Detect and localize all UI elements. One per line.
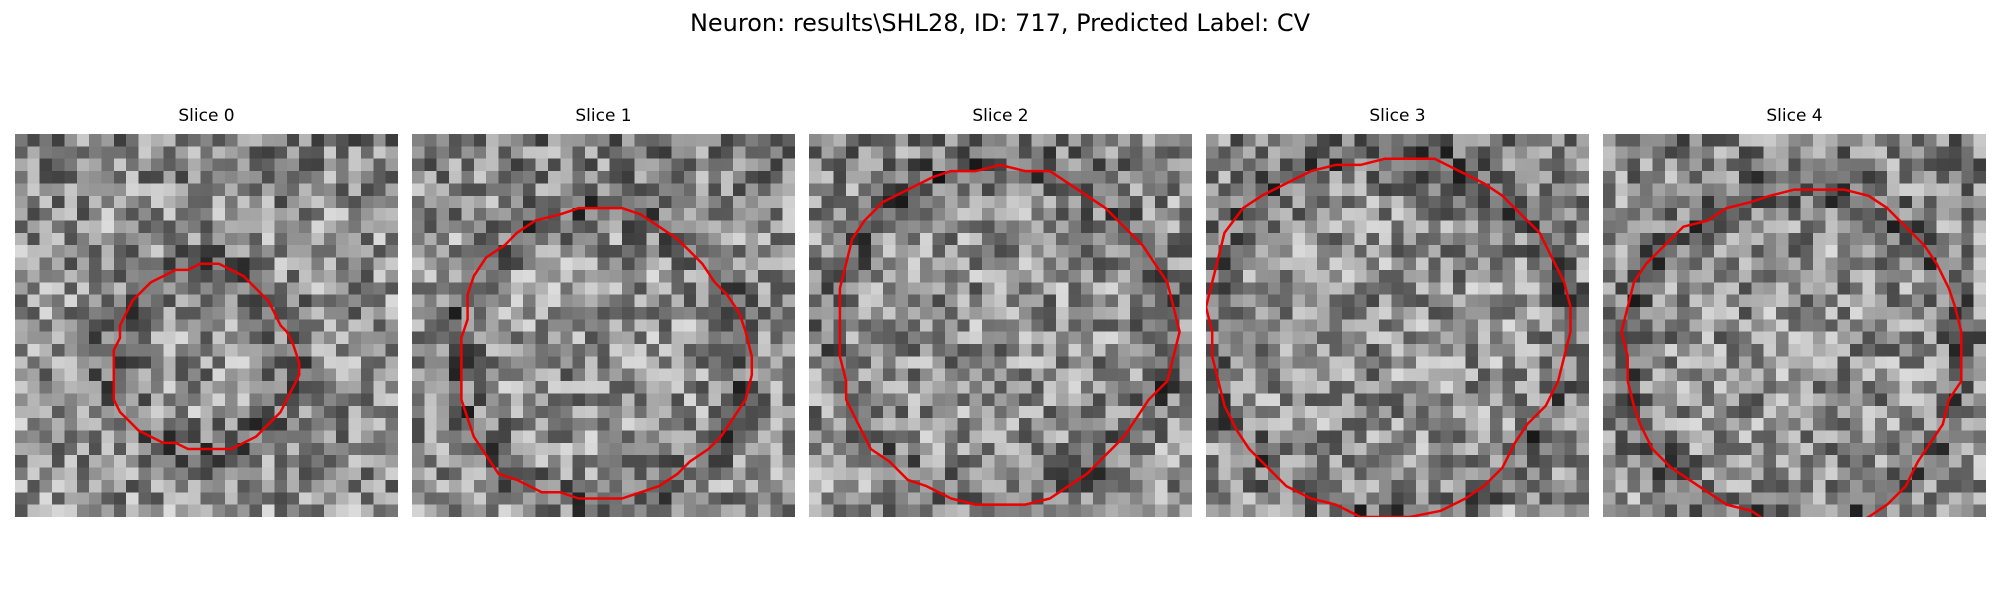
slice-panel-4: Slice 4 bbox=[1603, 106, 1986, 517]
pixel-grid bbox=[1603, 134, 1986, 517]
slice-title-4: Slice 4 bbox=[1766, 106, 1823, 126]
slice-title-1: Slice 1 bbox=[575, 106, 632, 126]
slice-image-2 bbox=[809, 134, 1192, 517]
slice-panel-3: Slice 3 bbox=[1206, 106, 1589, 517]
pixel-grid bbox=[1206, 134, 1589, 517]
slice-image-1 bbox=[412, 134, 795, 517]
pixel-grid bbox=[15, 134, 398, 517]
slice-panel-1: Slice 1 bbox=[412, 106, 795, 517]
slice-panel-2: Slice 2 bbox=[809, 106, 1192, 517]
neuron-contour bbox=[460, 206, 754, 500]
slice-image-4 bbox=[1603, 134, 1986, 517]
neuron-contour bbox=[838, 163, 1181, 506]
neuron-contour bbox=[112, 262, 301, 451]
neuron-contour bbox=[1206, 157, 1572, 517]
slice-title-3: Slice 3 bbox=[1369, 106, 1426, 126]
pixel-grid bbox=[809, 134, 1192, 517]
slice-image-3 bbox=[1206, 134, 1589, 517]
slice-image-0 bbox=[15, 134, 398, 517]
figure-title: Neuron: results\SHL28, ID: 717, Predicte… bbox=[689, 9, 1311, 37]
slice-panel-0: Slice 0 bbox=[15, 106, 398, 517]
pixel-grid bbox=[412, 134, 795, 517]
neuron-contour bbox=[1620, 188, 1963, 517]
slice-title-0: Slice 0 bbox=[178, 106, 235, 126]
slice-title-2: Slice 2 bbox=[972, 106, 1029, 126]
